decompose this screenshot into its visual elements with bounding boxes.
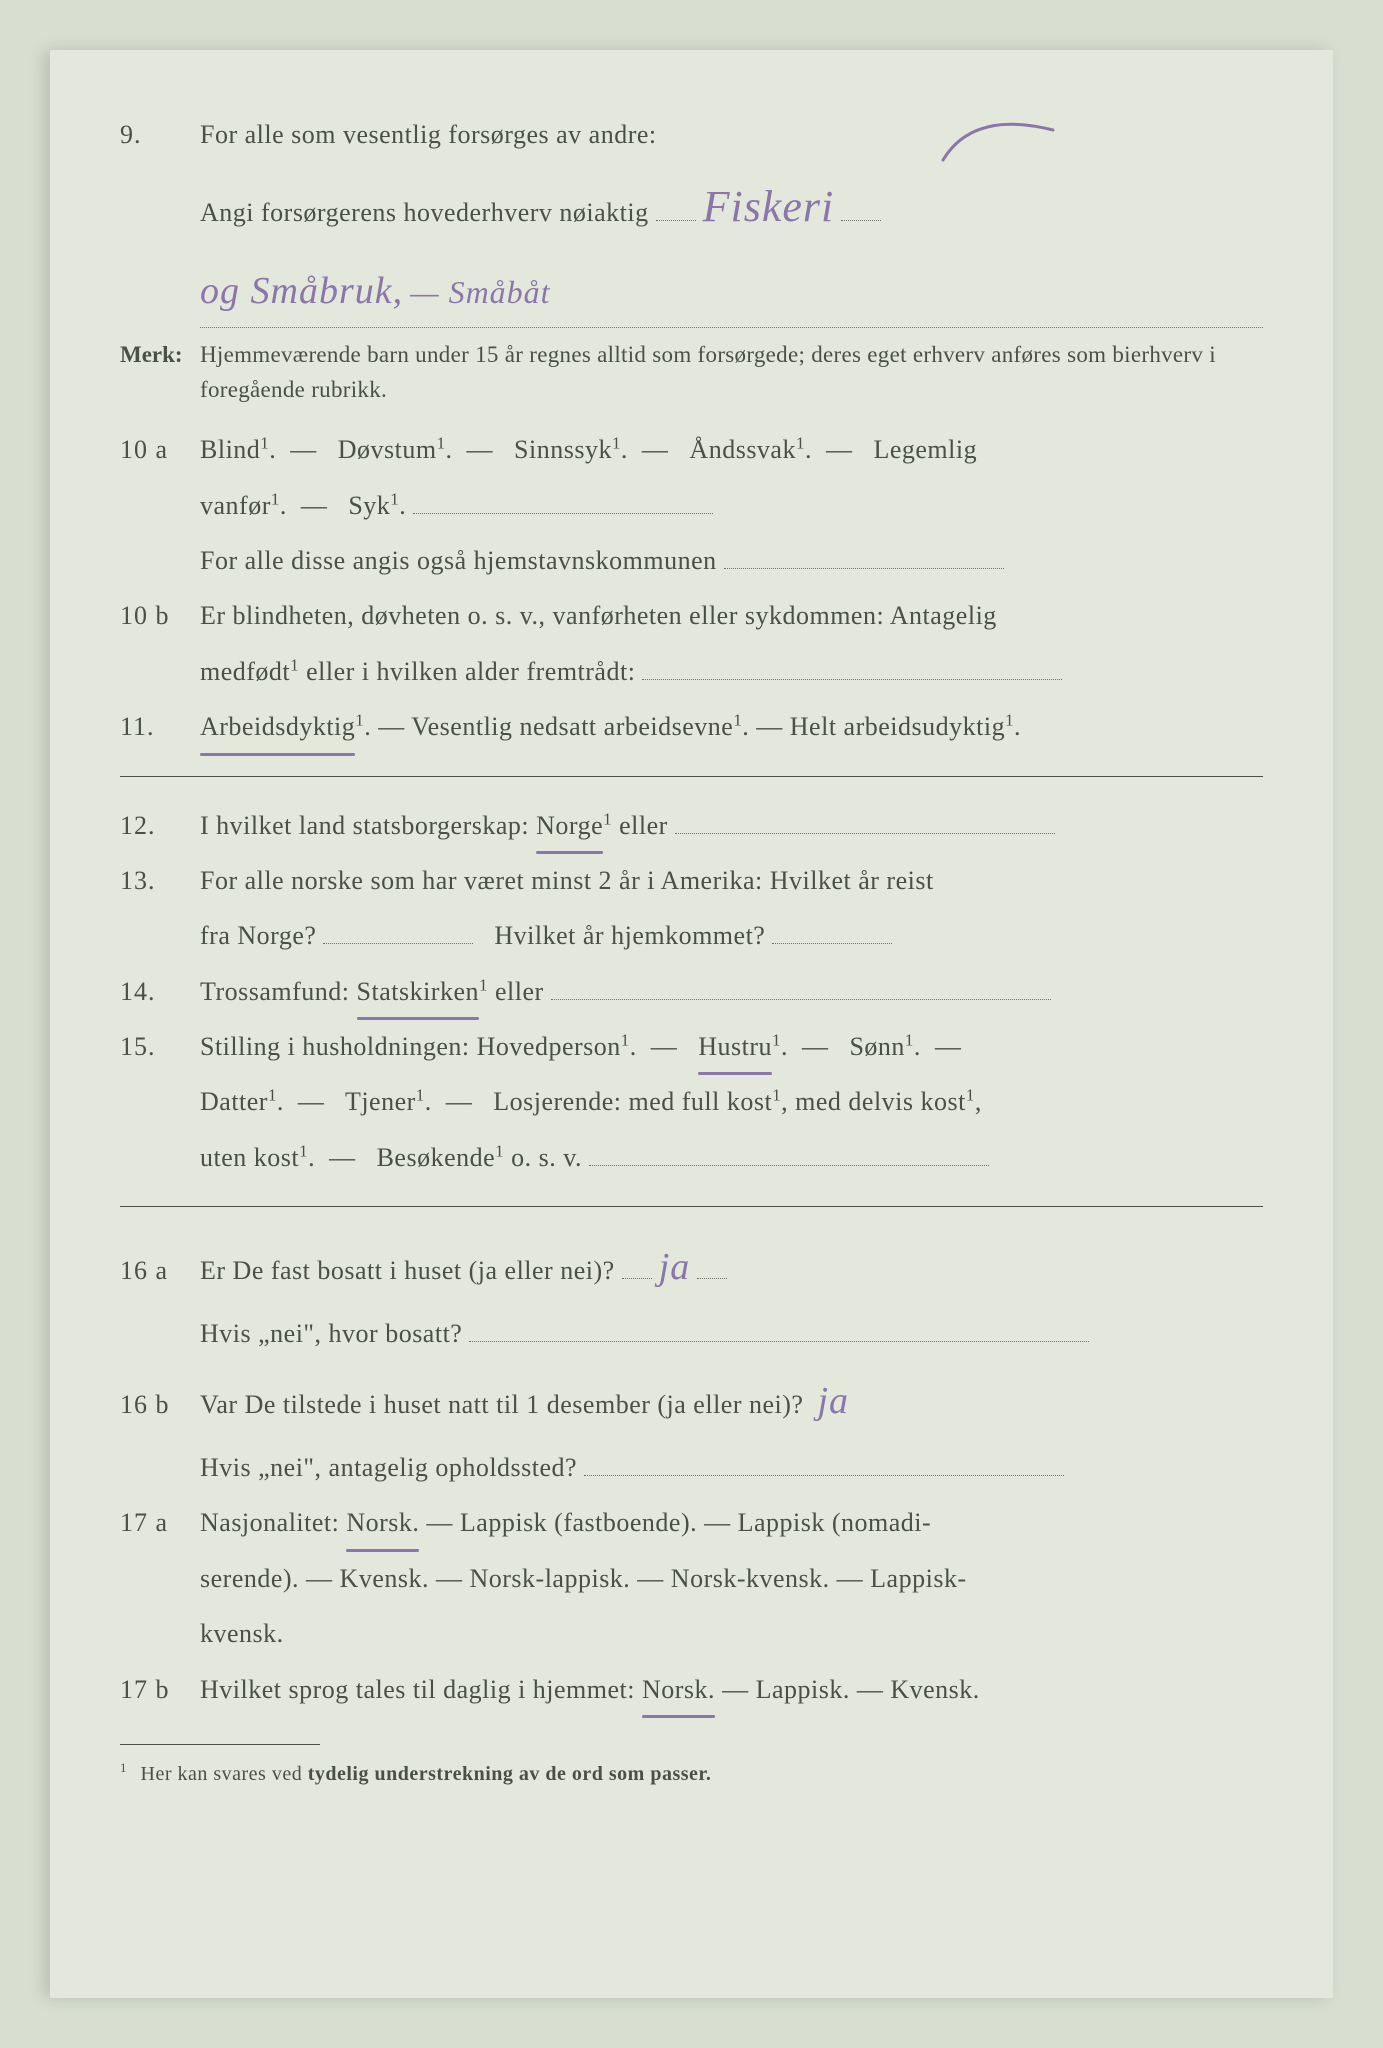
q12-underlined: Norge bbox=[536, 801, 603, 850]
q9-hand2: og Småbruk, bbox=[200, 255, 403, 327]
q12-num: 12. bbox=[120, 801, 200, 850]
q17a-num: 17 a bbox=[120, 1498, 200, 1547]
q9-line1: For alle som vesentlig forsørges av andr… bbox=[200, 110, 1263, 159]
merk-note: Merk: Hjemmeværende barn under 15 år reg… bbox=[120, 338, 1263, 407]
q11-underlined: Arbeidsdyktig bbox=[200, 702, 355, 751]
q9-hand3: — Småbåt bbox=[410, 262, 550, 323]
q10a-num: 10 a bbox=[120, 425, 200, 474]
q16a-row: 16 a Er De fast bosatt i huset (ja eller… bbox=[120, 1231, 1263, 1303]
q14-num: 14. bbox=[120, 967, 200, 1016]
q10b-line1: Er blindheten, døvheten o. s. v., vanfør… bbox=[200, 591, 1263, 640]
q15-hustru-underlined: Hustru bbox=[698, 1022, 772, 1071]
q11-row: 11. Arbeidsdyktig1. — Vesentlig nedsatt … bbox=[120, 702, 1263, 751]
q13-line1: For alle norske som har været minst 2 år… bbox=[200, 856, 1263, 905]
q16b-hand: ja bbox=[817, 1365, 849, 1437]
q16a-num: 16 a bbox=[120, 1246, 200, 1295]
q16b-row2: Hvis „nei", antagelig opholdssted? bbox=[120, 1443, 1263, 1492]
q10b-num: 10 b bbox=[120, 591, 200, 640]
divider-1 bbox=[120, 776, 1263, 777]
merk-label: Merk: bbox=[120, 338, 200, 373]
form-page: 9. For alle som vesentlig forsørges av a… bbox=[50, 50, 1333, 1998]
q10a-row3: For alle disse angis også hjemstavnskomm… bbox=[120, 536, 1263, 585]
q16b-row: 16 b Var De tilstede i huset natt til 1 … bbox=[120, 1365, 1263, 1437]
q14-row: 14. Trossamfund: Statskirken1 eller bbox=[120, 967, 1263, 1016]
q17b-norsk-underlined: Norsk. bbox=[642, 1665, 715, 1714]
q15-row3: uten kost1. — Besøkende1 o. s. v. bbox=[120, 1133, 1263, 1182]
q9-row: 9. For alle som vesentlig forsørges av a… bbox=[120, 110, 1263, 159]
q9-line2-prefix: Angi forsørgerens hovederhverv nøiaktig bbox=[200, 198, 649, 227]
q9-num: 9. bbox=[120, 110, 200, 159]
q9-row3: og Småbruk, — Småbåt bbox=[120, 255, 1263, 328]
q17a-row3: kvensk. bbox=[120, 1609, 1263, 1658]
q16a-row2: Hvis „nei", hvor bosatt? bbox=[120, 1309, 1263, 1358]
q16a-hand: ja bbox=[659, 1231, 691, 1303]
merk-body: Hjemmeværende barn under 15 år regnes al… bbox=[200, 338, 1263, 407]
q9-row2: Angi forsørgerens hovederhverv nøiaktig … bbox=[120, 165, 1263, 249]
q10b-row: 10 b Er blindheten, døvheten o. s. v., v… bbox=[120, 591, 1263, 640]
divider-2 bbox=[120, 1206, 1263, 1207]
q15-num: 15. bbox=[120, 1022, 200, 1071]
q12-row: 12. I hvilket land statsborgerskap: Norg… bbox=[120, 801, 1263, 850]
q17a-line2: serende). — Kvensk. — Norsk-lappisk. — N… bbox=[200, 1554, 1263, 1603]
q17a-row: 17 a Nasjonalitet: Norsk. — Lappisk (fas… bbox=[120, 1498, 1263, 1547]
q14-underlined: Statskirken bbox=[357, 967, 480, 1016]
q13-row: 13. For alle norske som har været minst … bbox=[120, 856, 1263, 905]
q17b-row: 17 b Hvilket sprog tales til daglig i hj… bbox=[120, 1665, 1263, 1714]
footnote-rule bbox=[120, 1744, 320, 1745]
q9-hand1: Fiskeri bbox=[703, 165, 835, 249]
q10a-row: 10 a Blind1. — Døvstum1. — Sinnssyk1. — … bbox=[120, 425, 1263, 474]
q17a-norsk-underlined: Norsk. bbox=[346, 1498, 419, 1547]
q17a-line3: kvensk. bbox=[200, 1609, 1263, 1658]
q16b-num: 16 b bbox=[120, 1380, 200, 1429]
q10a-row2: vanfør1. — Syk1. bbox=[120, 481, 1263, 530]
q11-num: 11. bbox=[120, 702, 200, 751]
q10b-row2: medfødt1 eller i hvilken alder fremtrådt… bbox=[120, 647, 1263, 696]
q17b-num: 17 b bbox=[120, 1665, 200, 1714]
q17a-row2: serende). — Kvensk. — Norsk-lappisk. — N… bbox=[120, 1554, 1263, 1603]
footnote: 1 Her kan svares ved tydelig understrekn… bbox=[120, 1755, 1263, 1793]
q13-row2: fra Norge? Hvilket år hjemkommet? bbox=[120, 911, 1263, 960]
q13-num: 13. bbox=[120, 856, 200, 905]
q15-row2: Datter1. — Tjener1. — Losjerende: med fu… bbox=[120, 1077, 1263, 1126]
q15-row: 15. Stilling i husholdningen: Hovedperso… bbox=[120, 1022, 1263, 1071]
